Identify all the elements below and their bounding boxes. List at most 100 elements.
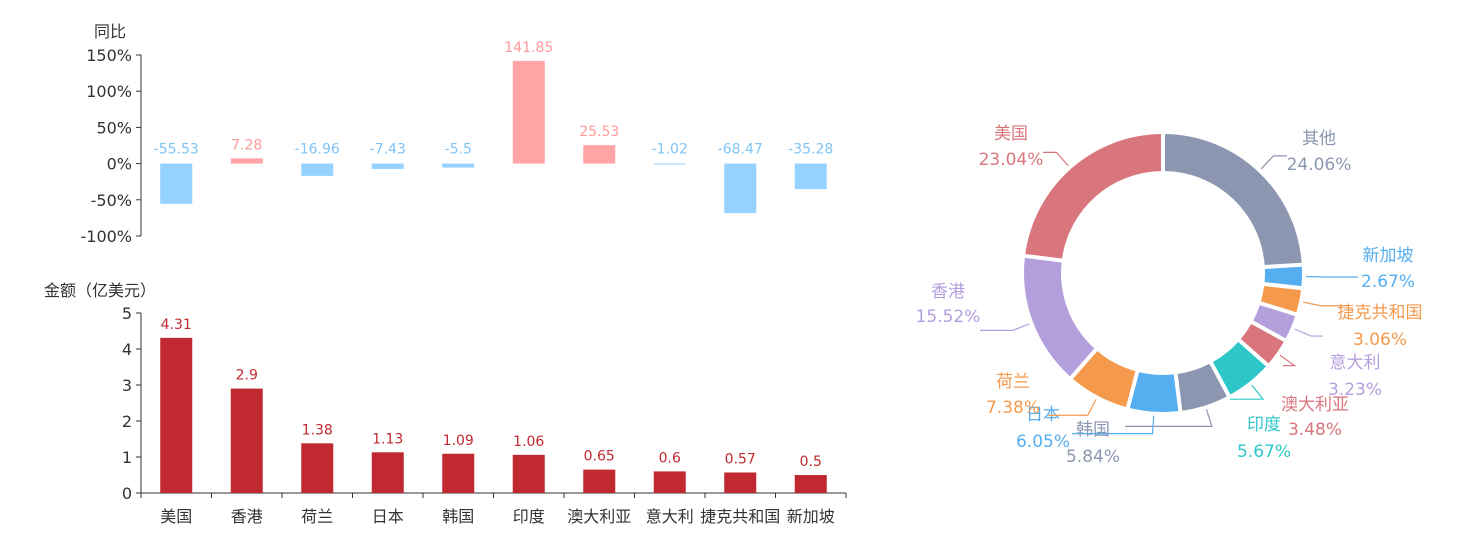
donut-slice-percent: 7.38% xyxy=(986,398,1040,418)
y-axis-title: 金额（亿美元） xyxy=(44,281,156,300)
donut-slice-name: 其他 xyxy=(1302,129,1336,149)
bar-value-label: -55.53 xyxy=(154,142,199,158)
y-tick-label: 100% xyxy=(86,82,132,101)
bar-value-label: 141.85 xyxy=(504,40,553,56)
bar-value-label: -16.96 xyxy=(295,142,340,158)
donut-leader-line xyxy=(980,323,1030,331)
bar-value-label: 25.53 xyxy=(579,124,619,140)
donut-slice-捷克共和国 xyxy=(1260,286,1301,313)
bar-value-label: 1.09 xyxy=(443,433,474,449)
bar-印度 xyxy=(512,454,545,493)
donut-slice-新加坡 xyxy=(1264,266,1302,287)
bar-日本 xyxy=(371,163,404,169)
donut-slice-percent: 15.52% xyxy=(916,307,981,327)
donut-slice-percent: 5.84% xyxy=(1066,447,1120,467)
donut-slice-美国 xyxy=(1025,134,1162,259)
donut-slice-韩国 xyxy=(1177,363,1227,411)
bar-美国 xyxy=(160,163,193,204)
x-tick-label: 印度 xyxy=(513,507,545,526)
donut-slice-其他 xyxy=(1164,134,1302,265)
bar-value-label: -68.47 xyxy=(718,142,763,158)
donut-slice-percent: 3.06% xyxy=(1353,330,1407,350)
y-tick-label: 5 xyxy=(122,304,132,323)
donut-slice-name: 意大利 xyxy=(1330,353,1381,373)
x-tick-label: 意大利 xyxy=(646,507,694,526)
amount-bar-chart: 金额（亿美元） 5 4 3 2 1 0 4.31 美国 2.9 香港 1.38 荷兰 1.13 日本 1.09… xyxy=(44,281,847,526)
bar-香港 xyxy=(230,158,263,164)
donut-slice-荷兰 xyxy=(1072,351,1136,407)
y-tick-label: 0% xyxy=(107,155,132,174)
bar-value-label: 4.31 xyxy=(161,317,192,333)
bar-value-label: 0.6 xyxy=(659,450,681,466)
bar-value-label: 1.13 xyxy=(372,431,403,447)
x-tick-label: 捷克共和国 xyxy=(700,507,780,526)
donut-leader-line xyxy=(1294,328,1323,337)
donut-slice-name: 印度 xyxy=(1247,415,1281,435)
bar-value-label: -1.02 xyxy=(652,142,688,158)
bar-新加坡 xyxy=(794,163,827,190)
donut-leader-line xyxy=(1043,151,1069,167)
donut-slice-name: 香港 xyxy=(931,282,965,302)
donut-slice-name: 美国 xyxy=(994,124,1028,144)
donut-slice-name: 澳大利亚 xyxy=(1281,395,1349,415)
bar-捷克共和国 xyxy=(724,472,757,493)
x-tick-label: 韩国 xyxy=(442,507,474,526)
donut-slice-日本 xyxy=(1129,372,1179,412)
y-tick-label: 3 xyxy=(122,376,132,395)
y-tick-label: -100% xyxy=(80,227,132,246)
donut-slice-name: 日本 xyxy=(1026,405,1060,425)
donut-slice-印度 xyxy=(1212,341,1266,395)
y-tick-label: 50% xyxy=(96,118,132,137)
bar-新加坡 xyxy=(794,475,827,493)
donut-leader-line xyxy=(1230,384,1265,400)
donut-leader-line xyxy=(1260,155,1287,170)
bar-意大利 xyxy=(653,471,686,493)
donut-slice-percent: 3.48% xyxy=(1288,420,1342,440)
donut-leader-line xyxy=(1279,354,1297,367)
donut-slice-香港 xyxy=(1024,257,1095,377)
bar-value-label: 2.9 xyxy=(236,368,258,384)
donut-leader-line xyxy=(1125,409,1213,427)
donut-slice-percent: 24.06% xyxy=(1287,155,1352,175)
bar-value-label: 7.28 xyxy=(231,137,262,153)
yoy-bar-chart: 同比 150% 100% 50% 0% -50% -100% -55.53 7.28 -16.96… xyxy=(80,22,833,246)
bar-意大利 xyxy=(653,163,686,165)
x-tick-label: 美国 xyxy=(160,507,192,526)
bar-澳大利亚 xyxy=(583,469,616,493)
donut-slice-name: 新加坡 xyxy=(1363,246,1414,266)
bar-value-label: 1.06 xyxy=(513,434,544,450)
y-axis-title: 同比 xyxy=(94,22,126,41)
y-tick-label: 1 xyxy=(122,448,132,467)
donut-slice-name: 荷兰 xyxy=(996,372,1030,392)
bar-韩国 xyxy=(442,163,475,168)
bar-value-label: -35.28 xyxy=(788,142,833,158)
x-tick-label: 荷兰 xyxy=(301,507,333,526)
bar-value-label: 0.57 xyxy=(725,451,756,467)
bar-value-label: 0.5 xyxy=(800,454,822,470)
donut-slice-percent: 6.05% xyxy=(1016,432,1070,452)
donut-slice-name: 韩国 xyxy=(1076,420,1110,440)
y-tick-label: 2 xyxy=(122,412,132,431)
bar-韩国 xyxy=(442,453,475,493)
donut-slice-percent: 2.67% xyxy=(1361,272,1415,292)
bar-捷克共和国 xyxy=(724,163,757,214)
donut-slice-percent: 5.67% xyxy=(1237,442,1291,462)
donut-leader-line xyxy=(1072,415,1155,435)
share-donut-chart: 其他 24.06% 新加坡 2.67% 捷克共和国 3.06% 意大利 3.23%澳大利亚 3.… xyxy=(916,124,1423,467)
bar-value-label: 1.38 xyxy=(302,422,333,438)
bar-value-label: -5.5 xyxy=(445,142,472,158)
bar-value-label: -7.43 xyxy=(370,142,406,158)
bar-日本 xyxy=(371,452,404,493)
y-tick-label: 150% xyxy=(86,46,132,65)
x-tick-label: 澳大利亚 xyxy=(567,507,631,526)
y-tick-label: 0 xyxy=(122,484,132,503)
bar-value-label: 0.65 xyxy=(584,449,615,465)
y-tick-label: -50% xyxy=(91,191,132,210)
bar-美国 xyxy=(160,337,193,493)
donut-slice-percent: 23.04% xyxy=(979,150,1044,170)
donut-slice-percent: 3.23% xyxy=(1328,380,1382,400)
donut-slice-name: 捷克共和国 xyxy=(1338,303,1423,323)
x-tick-label: 香港 xyxy=(231,507,263,526)
x-tick-label: 日本 xyxy=(372,507,404,526)
